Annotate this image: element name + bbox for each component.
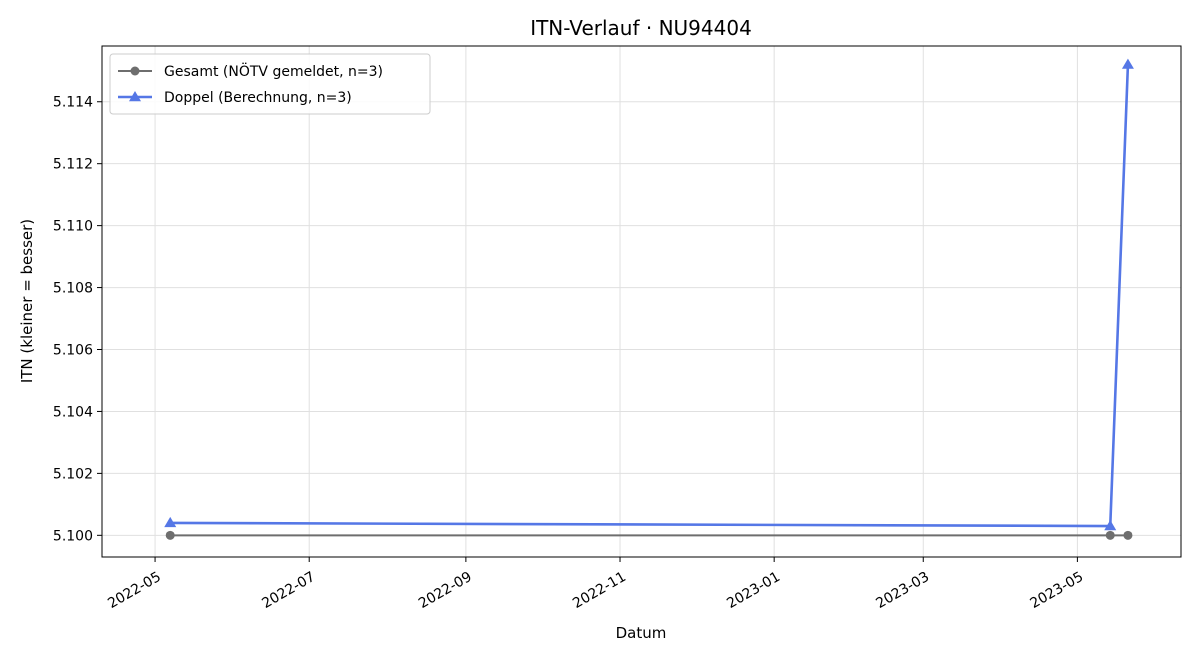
y-tick-label: 5.114 (53, 95, 93, 111)
chart-title: ITN-Verlauf · NU94404 (530, 16, 752, 40)
y-tick-label: 5.104 (53, 404, 93, 420)
series-layer (164, 58, 1134, 540)
series-0 (165, 530, 1133, 540)
legend-label: Doppel (Berechnung, n=3) (164, 90, 352, 106)
y-tick-label: 5.106 (53, 343, 93, 359)
data-point (1104, 520, 1117, 531)
legend: Gesamt (NÖTV gemeldet, n=3) Doppel (Berec… (109, 53, 431, 115)
x-axis-label: Datum (616, 624, 667, 642)
y-tick-label: 5.102 (53, 466, 93, 482)
legend-marker (130, 66, 140, 76)
y-tick-label: 5.100 (53, 528, 93, 544)
legend-label: Gesamt (NÖTV gemeldet, n=3) (164, 62, 383, 80)
plot-frame (101, 45, 1182, 558)
series-1 (164, 58, 1134, 531)
legend-marker (129, 91, 141, 102)
legend-box (109, 53, 431, 115)
data-point (1123, 530, 1133, 540)
y-tick-label: 5.110 (53, 219, 93, 235)
data-point (1105, 530, 1115, 540)
data-point (164, 516, 177, 528)
y-tick-label: 5.108 (53, 281, 93, 297)
y-tick-label: 5.112 (53, 157, 93, 173)
data-point (165, 530, 175, 540)
y-axis-label: ITN (kleiner = besser) (18, 219, 36, 383)
data-point (1121, 58, 1134, 69)
